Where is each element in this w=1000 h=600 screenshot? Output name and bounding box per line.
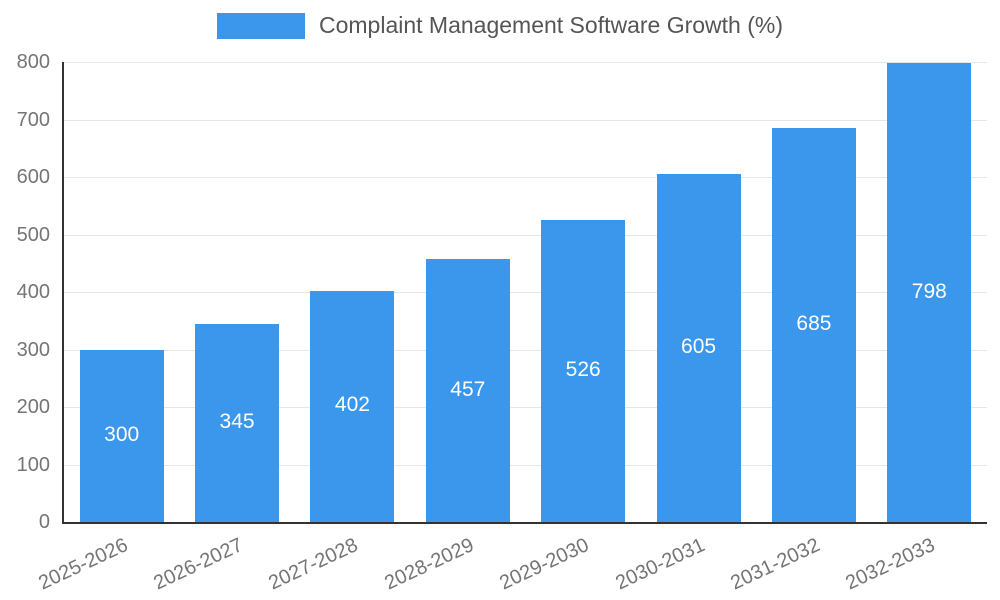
y-axis-tick-label: 700 — [16, 108, 50, 131]
gridline — [64, 177, 987, 178]
y-axis-tick-label: 800 — [16, 51, 50, 73]
gridline — [64, 234, 987, 236]
bar-value-label: 300 — [104, 422, 140, 446]
bar-value-label: 798 — [911, 279, 947, 303]
gridline — [64, 62, 987, 63]
gridline — [64, 407, 987, 408]
legend: Complaint Management Software Growth (%) — [0, 12, 1000, 39]
gridline — [64, 349, 987, 351]
y-axis-tick-label: 200 — [16, 396, 50, 418]
y-axis-tick-label: 300 — [16, 338, 50, 361]
bar-2029-2030[interactable] — [541, 219, 626, 522]
bar-value-label: 457 — [450, 377, 486, 401]
y-axis-tick-label: 500 — [16, 223, 50, 246]
bar-value-label: 402 — [334, 393, 370, 417]
bar-2031-2032[interactable] — [771, 128, 856, 522]
y-axis-tick-label: 100 — [16, 453, 50, 476]
bar-value-label: 685 — [796, 312, 832, 336]
bar-value-label: 345 — [219, 409, 255, 433]
gridline — [64, 464, 987, 466]
y-axis-tick-label: 0 — [38, 511, 50, 533]
y-axis-tick-label: 600 — [16, 166, 50, 188]
bar-2032-2033[interactable] — [887, 63, 972, 522]
gridline — [64, 292, 987, 293]
x-axis-tick-label: 2025-2026 — [34, 534, 131, 595]
gridline — [64, 119, 987, 121]
bar-value-label: 526 — [565, 357, 601, 381]
y-axis-tick-label: 400 — [16, 281, 50, 303]
chart-title: Complaint Management Software Growth (%) — [318, 12, 784, 38]
legend-swatch — [216, 12, 305, 39]
bar-value-label: 605 — [681, 335, 717, 359]
bar-2030-2031[interactable] — [656, 174, 741, 522]
bar-2028-2029[interactable] — [425, 259, 510, 522]
bar-2026-2027[interactable] — [195, 323, 280, 522]
bar-2027-2028[interactable] — [310, 290, 395, 522]
bar-2025-2026[interactable] — [79, 349, 164, 522]
plot-area: 300 345 402 457 526 605 685 798 — [62, 62, 987, 524]
